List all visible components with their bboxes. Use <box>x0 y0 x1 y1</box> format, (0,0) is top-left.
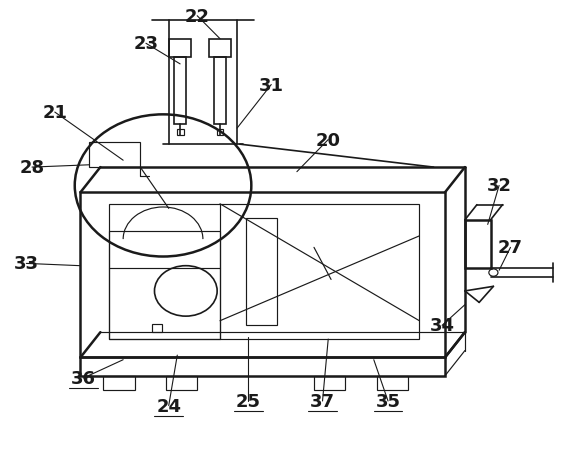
Bar <box>109 232 220 339</box>
Text: 21: 21 <box>42 104 67 122</box>
Bar <box>166 376 197 391</box>
Bar <box>152 324 162 332</box>
Text: 37: 37 <box>310 392 335 410</box>
Bar <box>89 143 140 168</box>
Bar <box>214 58 226 124</box>
Bar <box>176 130 183 136</box>
Bar <box>81 193 445 358</box>
Text: 34: 34 <box>429 317 455 335</box>
Text: 20: 20 <box>316 131 341 149</box>
Bar <box>81 358 445 376</box>
Text: 36: 36 <box>71 369 96 387</box>
Text: 24: 24 <box>156 397 181 414</box>
Text: 33: 33 <box>14 255 39 273</box>
Text: 23: 23 <box>134 35 158 53</box>
Text: 35: 35 <box>376 392 400 410</box>
Text: 31: 31 <box>259 76 284 95</box>
Text: 25: 25 <box>236 392 261 410</box>
Bar <box>216 130 223 136</box>
Text: 32: 32 <box>486 177 512 195</box>
Bar <box>465 220 490 269</box>
Bar <box>169 39 191 58</box>
Text: 27: 27 <box>498 239 523 257</box>
Text: 22: 22 <box>184 8 210 26</box>
Bar <box>246 218 277 325</box>
Bar <box>103 376 135 391</box>
Bar <box>209 39 231 58</box>
Bar <box>314 376 345 391</box>
Bar <box>377 376 408 391</box>
Bar <box>109 204 419 339</box>
Bar <box>174 58 186 124</box>
Text: 28: 28 <box>19 159 45 177</box>
